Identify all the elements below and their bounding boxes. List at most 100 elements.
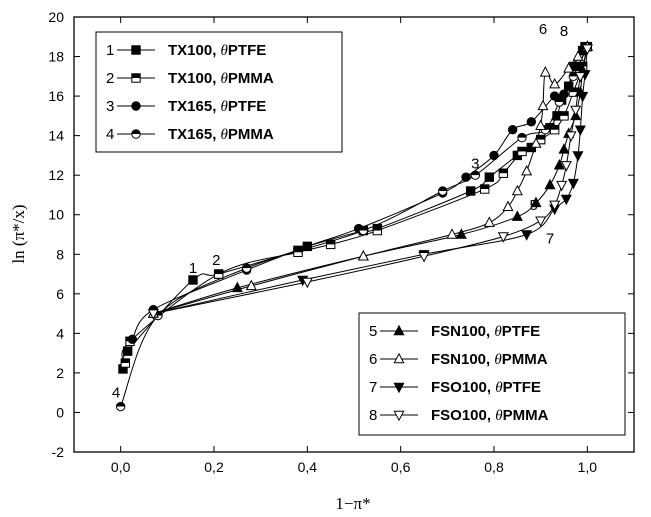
y-tick-label: 18 <box>48 49 64 65</box>
series-1-point <box>465 186 476 196</box>
series-8-point <box>556 180 568 192</box>
series-6-point <box>357 249 369 261</box>
series-5-point <box>511 210 523 221</box>
legend-item-5: 5 FSN100, θPTFE <box>369 323 540 340</box>
legend-number: 5 <box>369 323 377 340</box>
series-6-point <box>521 164 533 176</box>
series-7-point <box>572 151 584 162</box>
legend-label: TX165, θPTFE <box>168 98 266 115</box>
series-4-point <box>470 170 481 180</box>
series-6-point <box>245 279 257 291</box>
series-6-point <box>530 137 542 148</box>
legends: 1 TX100, θPTFE 2 TX100, θPMMA 3 TX165, θPTFE 4… <box>95 31 626 436</box>
series-8-point <box>418 252 430 263</box>
legend-number: 3 <box>106 98 114 115</box>
legend-item-2: 2 TX100, θPMMA <box>106 70 274 87</box>
curve-label-7: 7 <box>546 230 554 247</box>
series-2-line <box>121 46 588 364</box>
series-8-point <box>570 105 582 117</box>
x-tick-label: 0,2 <box>204 459 224 475</box>
series-3-point <box>526 117 537 127</box>
series-4-point <box>358 225 369 236</box>
legend-item-6: 6 FSN100, θPMMA <box>369 351 548 368</box>
y-tick-label: -2 <box>52 444 65 460</box>
series-8-point <box>560 161 572 172</box>
legend-marker <box>131 73 141 83</box>
plot-frame <box>73 16 635 453</box>
series-1-point <box>484 172 495 182</box>
series-6-point <box>483 216 495 227</box>
y-tick-label: 4 <box>56 325 64 341</box>
legend-number: 6 <box>369 351 377 368</box>
series-8-point <box>581 44 593 55</box>
series-2-point <box>498 168 509 178</box>
curve-label-8: 8 <box>560 23 568 40</box>
series-6-point <box>446 228 458 239</box>
series-3-point <box>461 172 471 182</box>
series-2-point <box>120 358 131 368</box>
legend-label: FSO100, θPMMA <box>431 407 549 424</box>
x-tick-label: 0,8 <box>484 459 504 475</box>
y-tick-label: 2 <box>56 365 64 381</box>
series-8-point <box>301 277 313 289</box>
series-5-point <box>231 281 243 293</box>
series-1-point <box>188 275 198 285</box>
series-5-point <box>530 196 542 208</box>
series-5-point <box>544 178 556 190</box>
curve-label-3: 3 <box>471 155 479 172</box>
data-markers <box>115 40 593 412</box>
series-5-point <box>558 143 570 154</box>
legend-item-3: 3 TX165, θPTFE <box>106 98 266 115</box>
series-2-point <box>559 111 569 121</box>
series-2-point <box>549 125 560 135</box>
series-4-point <box>115 401 126 412</box>
series-6-point <box>563 62 575 73</box>
series-6-point <box>535 119 547 130</box>
y-tick-label: 16 <box>48 88 64 104</box>
legend-label: TX100, θPMMA <box>168 70 274 87</box>
curve-label-5: 5 <box>529 197 537 214</box>
series-8-point <box>497 232 509 243</box>
curve-labels: 1 2 3 4 5 6 7 8 <box>112 21 568 402</box>
series-4-point <box>241 263 252 273</box>
series-4-point <box>568 71 579 82</box>
series-4-point <box>517 132 527 143</box>
legend-marker <box>393 324 405 336</box>
legend-item-8: 8 FSO100, θPMMA <box>369 407 549 424</box>
series-3-point <box>489 150 499 161</box>
series-3-point <box>127 334 138 344</box>
series-4-point <box>554 97 565 107</box>
series-6-point <box>539 66 551 77</box>
legend-label: FSO100, θPTFE <box>431 379 541 396</box>
legend-number: 2 <box>106 70 114 87</box>
series-4-point <box>437 186 448 196</box>
series-6-point <box>537 99 549 111</box>
y-axis-title: ln (π*/x) <box>9 204 28 263</box>
legend-label: TX165, θPMMA <box>168 126 274 143</box>
series-2-point <box>372 225 383 236</box>
x-tick-label: 1,0 <box>578 459 598 475</box>
legend-label: TX100, θPTFE <box>168 42 266 59</box>
x-tick-label: 0,0 <box>111 459 131 475</box>
x-tick-label: 0,6 <box>391 459 411 475</box>
legend-marker <box>393 352 405 364</box>
y-tick-label: 20 <box>48 9 64 25</box>
y-tick-label: 6 <box>56 286 64 302</box>
series-1-point <box>122 346 133 356</box>
legend-number: 4 <box>106 126 114 143</box>
series-6-point <box>549 77 561 89</box>
series-6-point <box>511 184 523 196</box>
series-3-point <box>302 241 313 252</box>
series-2-point <box>293 247 303 257</box>
series-7-point <box>560 194 572 206</box>
legend-item-7: 7 FSO100, θPTFE <box>369 379 541 396</box>
y-tick-label: 12 <box>48 167 64 183</box>
series-7-point <box>567 178 579 190</box>
legend-bottom-right: 5 FSN100, θPTFE 6 FSN100, θPMMA 7 FSO100, θPT… <box>358 312 626 436</box>
series-7-point <box>577 91 589 103</box>
series-8-point <box>535 216 547 227</box>
legend-item-1: 1 TX100, θPTFE <box>106 42 266 59</box>
legend-marker <box>393 382 405 394</box>
series-6-point <box>572 50 584 61</box>
